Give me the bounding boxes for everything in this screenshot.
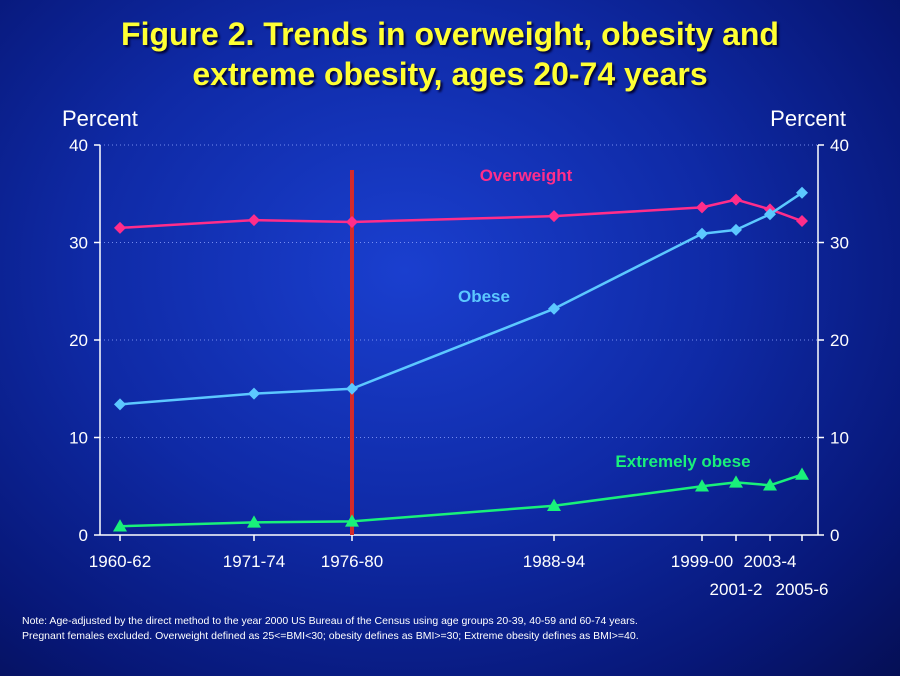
y-tick-label-right: 30 — [830, 234, 849, 253]
data-point — [548, 302, 560, 315]
data-point — [695, 479, 709, 492]
y-tick-label-left: 30 — [69, 234, 88, 253]
series-label-overweight: Overweight — [480, 166, 573, 185]
axes: 0 0 10 10 20 20 30 30 40 40 Percent Percent 1960-62 1… — [62, 106, 849, 599]
x-tick-label: 1971-74 — [223, 552, 285, 571]
chart-title-line-2: extreme obesity, ages 20-74 years — [192, 56, 708, 92]
data-point — [796, 186, 808, 199]
data-point — [696, 227, 708, 240]
footnote-line-2: Pregnant females excluded. Overweight de… — [22, 630, 639, 642]
y-tick-label-left: 0 — [79, 526, 88, 545]
x-tick-label: 1976-80 — [321, 552, 383, 571]
data-point — [547, 498, 561, 511]
y-tick-label-left: 40 — [69, 136, 88, 155]
series — [113, 186, 809, 532]
x-tick-label: 2005-6 — [776, 580, 829, 599]
footnote-line-1: Note: Age-adjusted by the direct method … — [22, 615, 638, 627]
data-point — [248, 387, 260, 400]
data-point — [729, 475, 743, 488]
data-point — [796, 215, 808, 228]
data-point — [548, 210, 560, 223]
y-axis-title-left: Percent — [62, 106, 138, 131]
series-line — [119, 198, 803, 230]
series-label-obese: Obese — [458, 287, 510, 306]
data-point — [114, 221, 126, 234]
x-tick-label: 1988-94 — [523, 552, 585, 571]
chart-title: Figure 2. Trends in overweight, obesity … — [0, 14, 900, 94]
data-point — [730, 193, 742, 206]
data-point — [345, 514, 359, 527]
data-point — [114, 398, 126, 411]
series-overweight — [114, 193, 808, 234]
data-point — [730, 223, 742, 236]
data-point — [346, 382, 358, 395]
x-tick-label: 1999-00 — [671, 552, 733, 571]
y-tick-label-right: 10 — [830, 429, 849, 448]
y-tick-label-left: 10 — [69, 429, 88, 448]
data-point — [795, 467, 809, 480]
footnote: Note: Age-adjusted by the direct method … — [22, 614, 882, 644]
data-point — [346, 216, 358, 229]
x-tick-label: 2001-2 — [710, 580, 763, 599]
x-tick-label: 1960-62 — [89, 552, 151, 571]
data-point — [696, 201, 708, 214]
series-labels: Overweight Obese Extremely obese — [458, 166, 751, 471]
series-line — [119, 191, 803, 406]
y-axis-title-right: Percent — [770, 106, 846, 131]
data-point — [763, 478, 777, 491]
data-point — [113, 519, 127, 532]
series-label-extremely-obese: Extremely obese — [615, 452, 750, 471]
y-tick-label-right: 40 — [830, 136, 849, 155]
x-tick-label: 2003-4 — [744, 552, 797, 571]
series-obese — [114, 186, 808, 411]
series-line — [119, 473, 803, 528]
chart-title-line-1: Figure 2. Trends in overweight, obesity … — [121, 16, 779, 52]
y-tick-label-left: 20 — [69, 331, 88, 350]
series-extremely-obese — [113, 467, 809, 532]
y-tick-label-right: 0 — [830, 526, 839, 545]
data-point — [248, 214, 260, 227]
y-tick-label-right: 20 — [830, 331, 849, 350]
data-point — [247, 515, 261, 528]
data-point — [764, 208, 776, 221]
